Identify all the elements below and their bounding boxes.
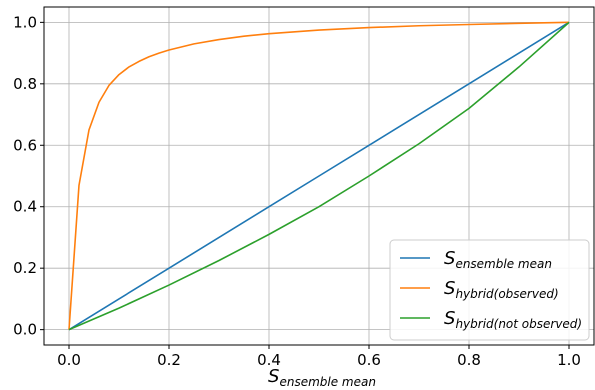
legend-label-hybrid-not-observed: Shybrid(not observed) [444,308,582,331]
x-tick-label: 0.4 [257,351,281,369]
x-tick-label: 0.2 [157,351,181,369]
legend-entry-hybrid-not-observed: Shybrid(not observed) [400,308,582,331]
axis-ticks: 0.0 0.2 0.4 0.6 0.8 1.0 0.0 0.2 0.4 0.6 0.8 1.0 [13,13,581,369]
y-tick-label: 1.0 [13,13,37,31]
x-axis-title: Sensemble mean [268,366,376,389]
legend-label-hybrid-observed: Shybrid(observed) [444,278,559,301]
legend-label-base: S [444,278,455,299]
legend-entry-ensemble-mean: Sensemble mean [400,248,552,271]
legend-label-sub: ensemble mean [455,257,552,271]
y-tick-label: 0.0 [13,321,37,339]
series-line-ensemble-mean [68,21,570,331]
legend-label-sub: hybrid(not observed) [455,317,582,331]
plot-frame [43,6,595,346]
y-tick-label: 0.2 [13,259,37,277]
y-tick-label: 0.6 [13,136,37,154]
legend-label-ensemble-mean: Sensemble mean [444,248,552,271]
x-tick-label: 0.6 [357,351,381,369]
series-line-hybrid-not-observed [68,21,570,331]
series-line-hybrid-observed [68,21,570,330]
legend-entry-hybrid-observed: Shybrid(observed) [400,278,559,301]
x-tick-label: 1.0 [557,351,581,369]
y-tick-label: 0.4 [13,198,37,216]
x-tick-label: 0.0 [57,351,81,369]
plot-series [68,21,570,331]
legend-label-sub: hybrid(observed) [455,287,558,301]
x-tick-label: 0.8 [457,351,481,369]
legend-label-base: S [444,248,455,269]
x-axis-title-base: S [268,366,279,387]
legend-box [389,239,590,341]
legend-label-base: S [444,308,455,329]
x-axis-title-sub: ensemble mean [279,375,376,389]
legend: Sensemble mean Shybrid(observed) Shybrid… [389,239,590,341]
y-tick-label: 0.8 [13,75,37,93]
